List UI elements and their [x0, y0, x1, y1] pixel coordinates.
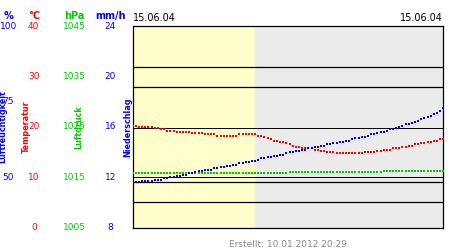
- Text: 100: 100: [0, 22, 17, 31]
- Text: 16: 16: [104, 122, 116, 131]
- Text: 12: 12: [104, 173, 116, 182]
- Text: 1035: 1035: [63, 72, 86, 81]
- Text: 20: 20: [28, 122, 40, 131]
- Text: 1005: 1005: [63, 223, 86, 232]
- Text: 0: 0: [31, 223, 36, 232]
- Text: Niederschlag: Niederschlag: [123, 97, 132, 156]
- Text: %: %: [3, 11, 13, 21]
- Text: °C: °C: [28, 11, 40, 21]
- Text: 15.06.04: 15.06.04: [400, 13, 443, 23]
- Text: 8: 8: [108, 223, 113, 232]
- Text: 1045: 1045: [63, 22, 86, 31]
- Text: 24: 24: [104, 22, 116, 31]
- Text: Erstellt: 10.01.2012 20:29: Erstellt: 10.01.2012 20:29: [229, 240, 347, 248]
- Text: 30: 30: [28, 72, 40, 81]
- Text: hPa: hPa: [64, 11, 85, 21]
- Text: 1015: 1015: [63, 173, 86, 182]
- Text: Temperatur: Temperatur: [22, 100, 31, 153]
- Text: mm/h: mm/h: [95, 11, 126, 21]
- Text: 50: 50: [2, 173, 14, 182]
- Text: 10: 10: [28, 173, 40, 182]
- Text: 40: 40: [28, 22, 40, 31]
- Text: 20: 20: [104, 72, 116, 81]
- Text: Luftfeuchtigkeit: Luftfeuchtigkeit: [0, 90, 7, 163]
- Text: 15.06.04: 15.06.04: [133, 13, 176, 23]
- Text: Luftdruck: Luftdruck: [74, 105, 83, 149]
- Text: 75: 75: [2, 97, 14, 106]
- Text: 1025: 1025: [63, 122, 86, 131]
